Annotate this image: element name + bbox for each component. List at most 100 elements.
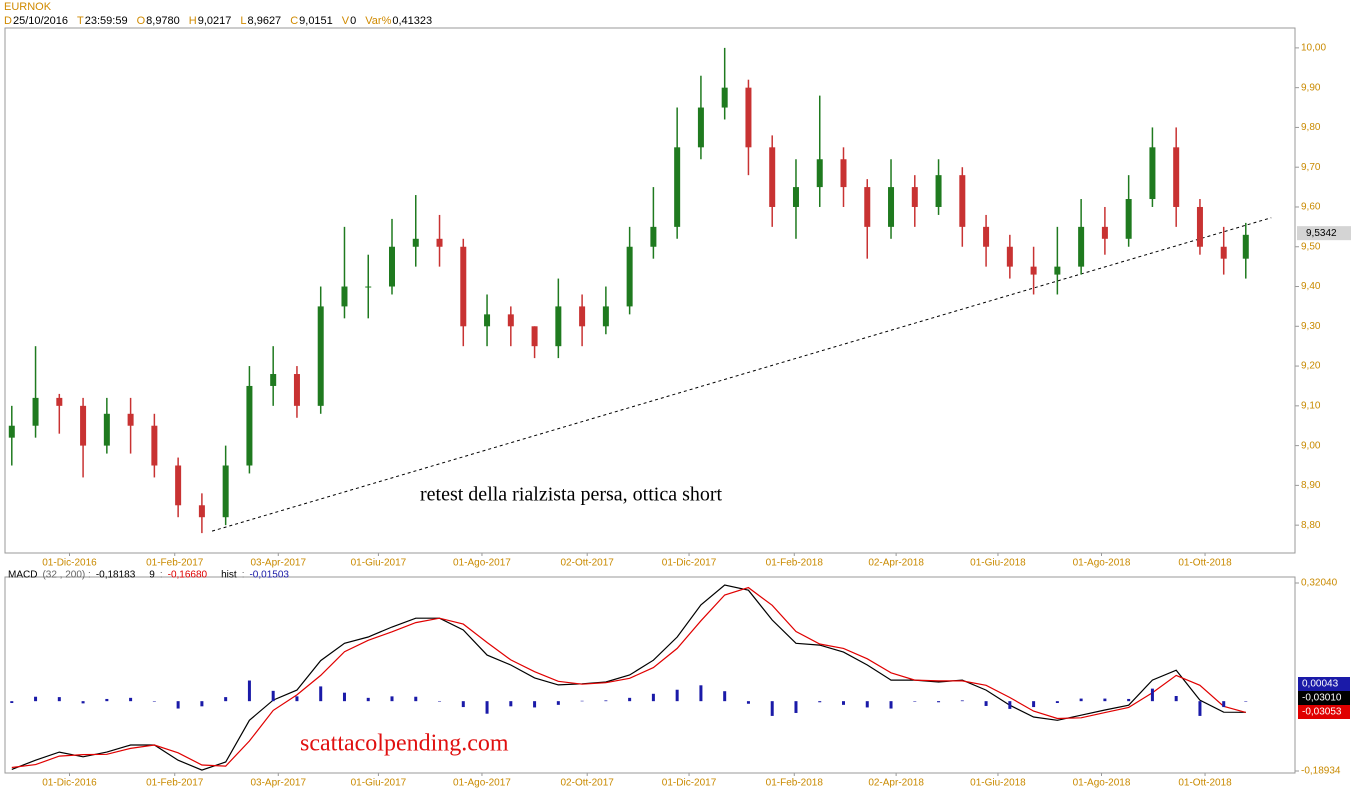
info-line: D25/10/2016 T23:59:59 O8,9780 H9,0217 L8,962… [4, 14, 441, 28]
legend-name: hist [221, 570, 237, 581]
hist-bar [913, 701, 917, 702]
candle-body [1220, 246, 1227, 259]
candle-body [56, 397, 63, 406]
y-tick-label: 9,60 [1301, 202, 1321, 213]
x-tick-label: 02-Apr-2018 [868, 558, 924, 569]
hist-bar [390, 696, 394, 702]
candle-body [983, 226, 990, 247]
y-tick-label: 9,90 [1301, 82, 1321, 93]
candle-body [840, 159, 847, 188]
last-value-box [1298, 691, 1350, 705]
candle-body [1006, 246, 1013, 267]
info-value: 0,41323 [392, 15, 433, 27]
hist-bar [461, 701, 465, 708]
candle-body [959, 175, 966, 227]
hist-bar [604, 700, 608, 702]
hist-bar [580, 700, 584, 702]
hist-bar [651, 693, 655, 702]
candle-body [531, 326, 538, 347]
y-tick-label: 9,40 [1301, 281, 1321, 292]
hist-bar [129, 697, 133, 702]
candle-body [935, 175, 942, 207]
candle-body [792, 187, 799, 207]
hist-bar [723, 691, 727, 702]
info-key: O [136, 15, 146, 27]
info-key: V [341, 15, 350, 27]
candle-body [1054, 266, 1061, 275]
candle-body [1078, 226, 1085, 267]
y-tick-label: 9,00 [1301, 440, 1321, 451]
info-value: 23:59:59 [84, 15, 128, 27]
info-value: 0 [350, 15, 357, 27]
x-tick-label: 01-Ago-2017 [453, 558, 511, 569]
legend-readout: -0,16680 [168, 570, 208, 581]
info-value: 8,9780 [146, 15, 180, 27]
info-key: L [240, 15, 247, 27]
legend-name: MACD [8, 570, 37, 581]
hist-bar [770, 701, 774, 716]
legend-params: : [160, 570, 163, 581]
info-key: H [188, 15, 197, 27]
watermark: scattacolpending.com [300, 731, 509, 757]
legend-readout: -0,01503 [249, 570, 289, 581]
candle-body [864, 187, 871, 227]
last-value-label: -0,03010 [1302, 693, 1342, 704]
candle-body [1173, 147, 1180, 207]
x-tick-label: 03-Apr-2017 [250, 558, 306, 569]
hist-bar [1174, 696, 1178, 702]
candle-body [246, 385, 253, 466]
candle-body [1242, 234, 1249, 259]
x-tick-label: 01-Ott-2018 [1178, 778, 1232, 789]
hist-bar [295, 696, 299, 702]
hist-bar [200, 701, 204, 707]
hist-bar [865, 701, 869, 708]
hist-bar [105, 698, 109, 702]
plot-area [4, 576, 1296, 774]
last-value-label: 0,00043 [1302, 679, 1339, 690]
info-value: 25/10/2016 [12, 15, 69, 27]
hist-bar [842, 701, 845, 705]
x-tick-label: 01-Ott-2018 [1178, 558, 1232, 569]
x-tick-label: 01-Ago-2018 [1073, 558, 1131, 569]
candle-body [555, 306, 562, 347]
x-tick-label: 02-Ott-2017 [561, 778, 615, 789]
hist-bar [889, 701, 893, 709]
candle-body [412, 238, 419, 247]
chart-title: EURNOK [4, 1, 52, 13]
candle-body [1101, 226, 1108, 239]
y-tick-label: 9,20 [1301, 361, 1321, 372]
x-tick-label: 01-Dic-2016 [42, 558, 97, 569]
macd-line [11, 584, 1246, 771]
hist-bar [533, 701, 537, 708]
hist-bar [628, 697, 632, 702]
candle-body [1196, 206, 1203, 247]
x-tick-label: 01-Giu-2018 [970, 558, 1026, 569]
hist-bar [10, 701, 14, 704]
candle-body [484, 314, 491, 327]
last-value-box [1298, 677, 1350, 691]
y-tick-label: 9,50 [1301, 241, 1321, 252]
hist-bar [224, 697, 228, 702]
hist-bar [1127, 698, 1131, 702]
candle-body [103, 413, 110, 446]
hist-bar [271, 690, 275, 702]
trendline [211, 217, 1272, 532]
info-key: D [4, 15, 12, 27]
hist-bar [818, 701, 822, 703]
candle-body [697, 107, 704, 148]
candle-body [80, 405, 87, 446]
y-tick-label: -0,18934 [1301, 766, 1341, 777]
candle-body [721, 87, 728, 108]
x-tick-label: 02-Apr-2018 [868, 778, 924, 789]
info-key: C [290, 15, 299, 27]
candle-body [198, 505, 205, 518]
candle-body [1125, 199, 1132, 239]
candle-body [579, 306, 586, 327]
hist-bar [794, 701, 798, 713]
hist-bar [342, 692, 346, 702]
candle-body [507, 314, 514, 327]
candle-body [365, 286, 372, 288]
x-tick-label: 02-Ott-2017 [561, 558, 615, 569]
